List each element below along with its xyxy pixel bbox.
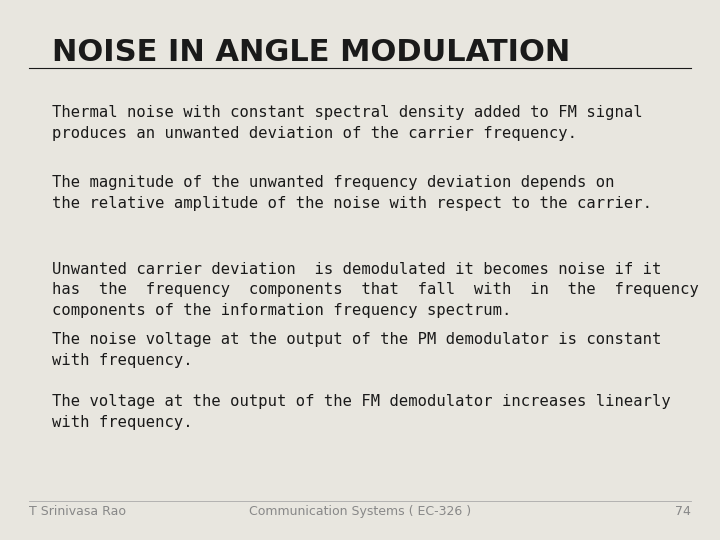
- Text: T Srinivasa Rao: T Srinivasa Rao: [29, 505, 126, 518]
- Text: The magnitude of the unwanted frequency deviation depends on
the relative amplit: The magnitude of the unwanted frequency …: [52, 176, 652, 211]
- Text: NOISE IN ANGLE MODULATION: NOISE IN ANGLE MODULATION: [52, 38, 570, 67]
- Text: The voltage at the output of the FM demodulator increases linearly
with frequenc: The voltage at the output of the FM demo…: [52, 394, 670, 430]
- Text: Communication Systems ( EC-326 ): Communication Systems ( EC-326 ): [249, 505, 471, 518]
- Text: Unwanted carrier deviation  is demodulated it becomes noise if it
has  the  freq: Unwanted carrier deviation is demodulate…: [52, 262, 698, 318]
- Text: 74: 74: [675, 505, 691, 518]
- Text: Thermal noise with constant spectral density added to FM signal
produces an unwa: Thermal noise with constant spectral den…: [52, 105, 642, 141]
- Text: The noise voltage at the output of the PM demodulator is constant
with frequency: The noise voltage at the output of the P…: [52, 332, 661, 368]
